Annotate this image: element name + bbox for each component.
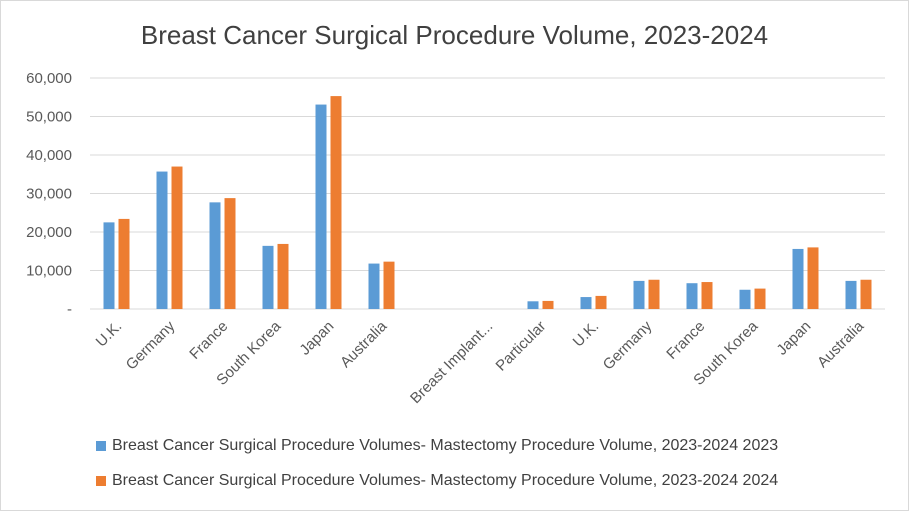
bar-2024 xyxy=(118,218,130,309)
bar-2024 xyxy=(595,295,607,309)
y-tick-label: 40,000 xyxy=(26,147,72,164)
legend: Breast Cancer Surgical Procedure Volumes… xyxy=(96,436,778,506)
bar-2023 xyxy=(633,280,645,309)
bar-2023 xyxy=(845,280,857,309)
bar-2024 xyxy=(860,279,872,309)
x-tick-label: Breast Implant... xyxy=(407,318,496,407)
x-tick-label: Japan xyxy=(773,318,814,359)
legend-label-2023: Breast Cancer Surgical Procedure Volumes… xyxy=(112,437,779,454)
bar-2023 xyxy=(156,171,168,309)
bar-2024 xyxy=(383,261,395,309)
legend-item-2023: Breast Cancer Surgical Procedure Volumes… xyxy=(96,436,778,456)
bar-2023 xyxy=(527,301,539,309)
bar-2023 xyxy=(686,283,698,309)
bar-2024 xyxy=(330,96,342,309)
x-tick-label: Australia xyxy=(814,317,868,371)
chart-title: Breast Cancer Surgical Procedure Volume,… xyxy=(140,20,769,50)
bar-2024 xyxy=(807,247,819,309)
y-tick-label: 20,000 xyxy=(26,224,72,241)
bar-2023 xyxy=(262,245,274,309)
bar-2024 xyxy=(648,279,660,309)
bar-2023 xyxy=(209,202,221,309)
bar-2024 xyxy=(542,300,554,309)
x-tick-label: U.K. xyxy=(93,318,126,351)
y-tick-label: - xyxy=(67,301,72,318)
legend-swatch-2023 xyxy=(96,441,106,451)
bar-2023 xyxy=(368,263,380,309)
x-tick-label: Australia xyxy=(337,317,391,371)
legend-swatch-2024 xyxy=(96,476,106,486)
x-tick-label: Japan xyxy=(296,318,337,359)
bar-2024 xyxy=(224,198,236,309)
bar-2024 xyxy=(171,166,183,309)
x-tick-label: Germany xyxy=(600,317,656,373)
bar-2023 xyxy=(103,222,115,309)
x-tick-label: France xyxy=(186,318,231,363)
legend-item-2024: Breast Cancer Surgical Procedure Volumes… xyxy=(96,471,778,491)
legend-label-2024: Breast Cancer Surgical Procedure Volumes… xyxy=(112,472,779,489)
bar-2024 xyxy=(701,282,713,309)
bar-2023 xyxy=(580,297,592,309)
x-tick-label: Germany xyxy=(123,317,179,373)
x-tick-label: France xyxy=(663,318,708,363)
bar-2024 xyxy=(754,288,766,309)
x-tick-label: Particular xyxy=(493,318,550,375)
bar-2023 xyxy=(315,104,327,309)
bar-2024 xyxy=(277,243,289,309)
bar-2023 xyxy=(792,248,804,309)
x-tick-label: U.K. xyxy=(570,318,603,351)
y-tick-label: 10,000 xyxy=(26,263,72,280)
y-tick-label: 30,000 xyxy=(26,186,72,203)
y-tick-label: 50,000 xyxy=(26,109,72,126)
bar-2023 xyxy=(739,289,751,309)
y-tick-label: 60,000 xyxy=(26,70,72,87)
